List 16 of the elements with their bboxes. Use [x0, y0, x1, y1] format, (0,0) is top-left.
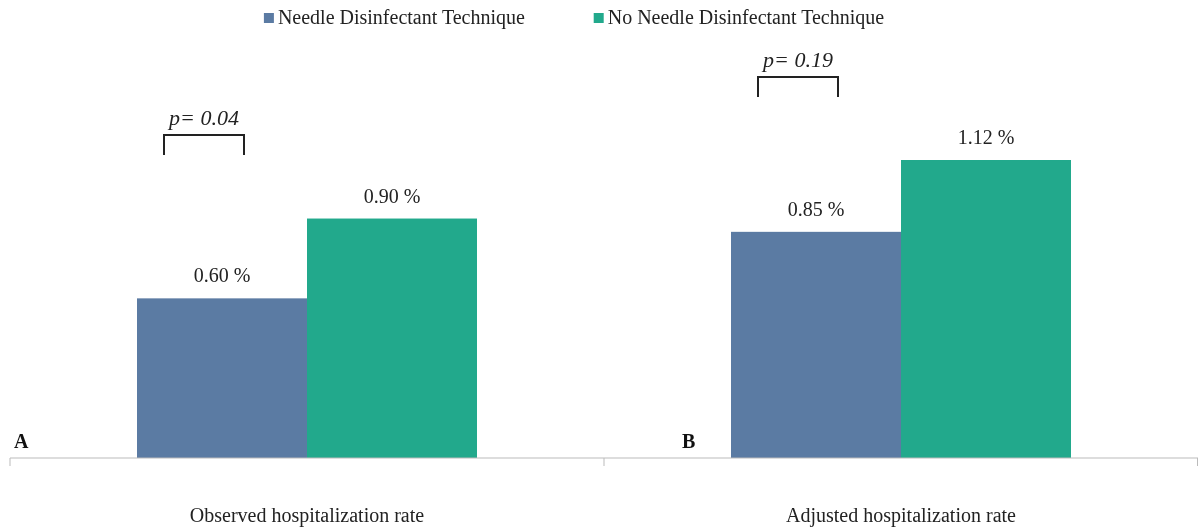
data-label: 0.85 % — [787, 197, 845, 220]
text: p= 0.04 — [167, 105, 239, 130]
legend-label: Needle Disinfectant Technique — [277, 6, 526, 29]
bar — [731, 231, 901, 458]
x-tick-label: Observed hospitalization rate — [189, 504, 425, 527]
data-label: 0.60 % — [193, 264, 251, 287]
bar — [137, 298, 307, 458]
legend-label: No Needle Disinfectant Technique — [607, 6, 885, 29]
x-tick-label: Adjusted hospitalization rate — [786, 504, 1017, 527]
data-label: 0.90 % — [363, 184, 421, 207]
bar — [307, 218, 477, 458]
annotation: B — [682, 430, 696, 452]
data-label: 1.12 % — [957, 126, 1015, 148]
text: p= 0.19 — [761, 47, 833, 72]
bar — [901, 160, 1071, 458]
annotation: A — [14, 430, 29, 452]
